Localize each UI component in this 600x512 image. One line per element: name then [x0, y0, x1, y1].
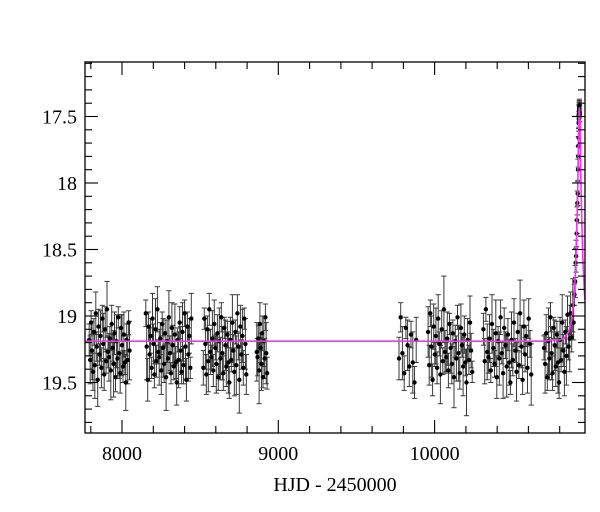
- model-curve: [85, 107, 585, 343]
- x-axis-label: HJD - 2450000: [273, 474, 397, 496]
- x-tick-labels: 8000 9000 10000: [102, 443, 460, 465]
- svg-text:9000: 9000: [258, 443, 298, 465]
- svg-text:10000: 10000: [410, 443, 460, 465]
- svg-text:18.5: 18.5: [42, 240, 77, 262]
- svg-text:19: 19: [57, 306, 77, 328]
- axis-ticks: [85, 62, 585, 433]
- data-points: [87, 103, 582, 385]
- svg-text:19.5: 19.5: [42, 373, 77, 395]
- svg-text:8000: 8000: [102, 443, 142, 465]
- svg-text:17.5: 17.5: [42, 107, 77, 129]
- y-tick-labels: 17.5 18 18.5 19 19.5: [42, 107, 77, 395]
- svg-text:18: 18: [57, 173, 77, 195]
- plot-frame: [84, 61, 586, 434]
